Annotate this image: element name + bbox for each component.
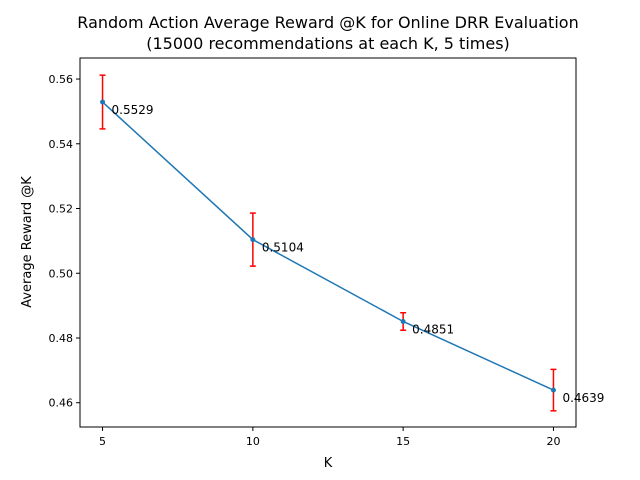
x-tick-label: 20	[546, 435, 560, 448]
y-tick-label: 0.48	[49, 332, 74, 345]
data-point	[400, 318, 406, 324]
x-axis-label: K	[324, 456, 333, 471]
data-label: 0.4639	[562, 391, 604, 405]
plot-area: 5 10 15 20 0.46 0.48 0.50 0.52 0.54 0.56 0.5529 0.5…	[49, 57, 604, 448]
y-tick-label: 0.46	[49, 397, 74, 410]
y-axis-label: Average Reward @K	[20, 176, 35, 308]
y-tick-label: 0.54	[49, 138, 74, 151]
data-point	[250, 237, 256, 243]
x-tick-label: 10	[246, 435, 260, 448]
data-point	[550, 387, 556, 393]
series-line	[102, 101, 554, 391]
axes-frame	[79, 57, 577, 428]
data-label: 0.4851	[412, 322, 454, 336]
y-tick-label: 0.56	[49, 73, 74, 86]
x-tick-label: 15	[396, 435, 410, 448]
y-tick-label: 0.50	[49, 267, 74, 280]
chart-subtitle: (15000 recommendations at each K, 5 time…	[146, 34, 510, 53]
x-tick-label: 5	[99, 435, 106, 448]
data-label: 0.5529	[112, 103, 154, 117]
y-tick-label: 0.52	[49, 203, 74, 216]
chart-title: Random Action Average Reward @K for Onli…	[77, 13, 578, 32]
data-point	[100, 99, 106, 105]
data-label: 0.5104	[262, 241, 304, 255]
